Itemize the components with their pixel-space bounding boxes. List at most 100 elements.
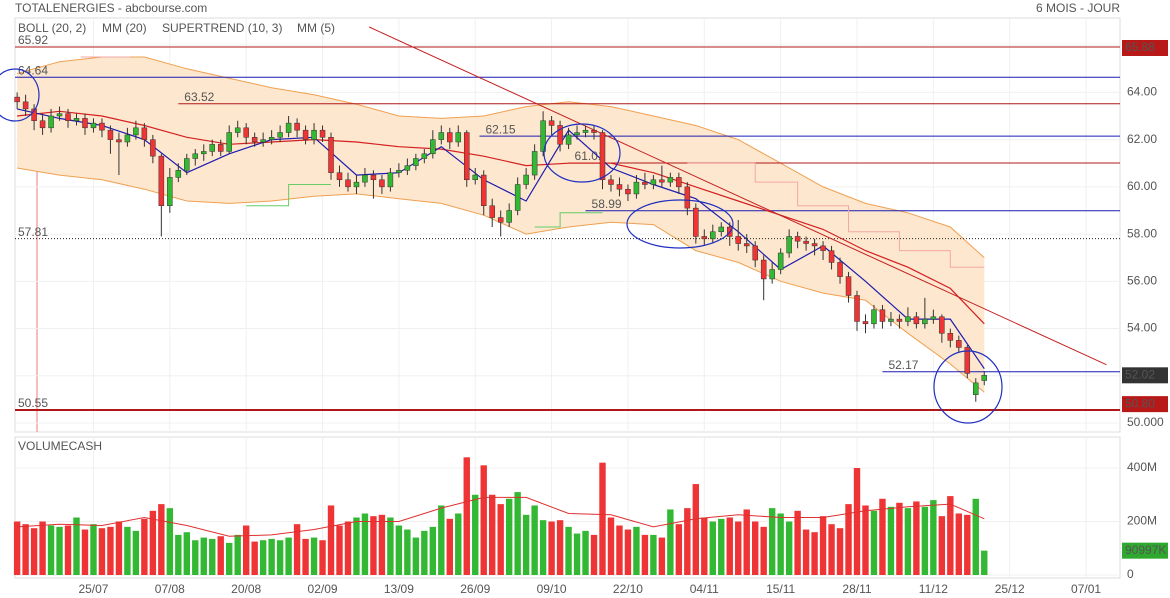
candle-body	[31, 108, 37, 121]
candle-body	[260, 139, 266, 143]
candle-body	[201, 151, 207, 155]
volume-bar	[556, 520, 564, 575]
volume-bar	[947, 496, 954, 575]
candle-body	[56, 113, 63, 117]
volume-bar	[336, 525, 343, 575]
volume-ma	[17, 496, 985, 537]
candle-body	[854, 295, 860, 322]
volume-bar	[624, 529, 632, 575]
x-tick-label: 09/10	[537, 582, 567, 596]
circle-annotation	[0, 68, 40, 122]
candle-body	[319, 129, 326, 138]
volume-bar	[505, 498, 513, 575]
x-tick-label: 28/11	[842, 582, 871, 596]
volume-bar	[514, 492, 521, 575]
bollinger-lower	[17, 167, 985, 393]
legend-entry: MM (5)	[297, 21, 335, 35]
volume-bar	[200, 537, 207, 575]
candle-body	[574, 132, 580, 136]
price-frame	[14, 17, 1121, 433]
volume-bar	[726, 517, 733, 575]
volume-bar	[480, 465, 487, 575]
volume-bar	[777, 513, 784, 575]
volume-bar	[141, 518, 148, 575]
volume-bar	[548, 521, 555, 575]
y-tick-label: 56.00	[1127, 273, 1157, 287]
candle-body	[964, 347, 971, 374]
candle-body	[540, 120, 546, 152]
candle-body	[234, 127, 241, 133]
volume-bar	[607, 517, 615, 575]
volume-bar	[285, 537, 292, 575]
candle-body	[396, 170, 402, 173]
level-label: 62.15	[485, 122, 515, 136]
volume-bar	[964, 514, 971, 575]
volume-bar	[743, 509, 750, 575]
candle-body	[141, 127, 148, 140]
volume-bar	[701, 517, 708, 575]
candle-body	[480, 174, 487, 207]
volume-bar	[192, 540, 199, 575]
volume-bar	[234, 534, 241, 575]
candle-body	[302, 129, 309, 140]
volume-bar	[667, 509, 674, 575]
volume-frame	[14, 436, 1121, 579]
candle-body	[99, 122, 105, 131]
volume-bar	[463, 457, 470, 575]
volume-bar	[149, 510, 157, 575]
price-box	[1122, 367, 1168, 384]
candle-body	[447, 132, 453, 143]
volume-bar	[819, 516, 827, 575]
volume-bar	[735, 521, 742, 575]
price-box-label: 50.80	[1125, 396, 1155, 410]
level-label: 64.64	[18, 63, 48, 77]
candle-body	[497, 217, 504, 223]
volume-bar	[293, 524, 301, 575]
candle-body	[192, 153, 199, 159]
volume-bar	[319, 540, 326, 575]
volume-bar	[73, 517, 80, 575]
volume-box-label: 90997K	[1125, 543, 1166, 557]
candle-body	[150, 139, 156, 157]
y-tick-label: 0	[1127, 567, 1134, 581]
candle-body	[48, 115, 54, 129]
candle-body	[158, 155, 165, 207]
x-tick-label: 20/08	[231, 582, 261, 596]
x-tick-label: 22/10	[613, 582, 643, 596]
candle-body	[268, 137, 275, 140]
candle-body	[506, 210, 512, 223]
volume-bar	[845, 504, 852, 575]
candle-body	[743, 243, 750, 247]
x-tick-label: 26/09	[460, 582, 490, 596]
candle-body	[421, 153, 428, 159]
candle-body	[73, 118, 80, 121]
price-box-label: 52.02	[1125, 367, 1155, 381]
candle-body	[718, 226, 725, 232]
level-label: 61.01	[575, 149, 605, 163]
volume-bar	[633, 526, 640, 575]
volume-bar	[913, 501, 920, 575]
candle-body	[794, 236, 801, 242]
candle-body	[226, 132, 232, 152]
volume-bar	[785, 521, 793, 575]
volume-bar	[709, 521, 716, 575]
volume-bar	[429, 526, 437, 575]
x-tick-label: 02/09	[308, 582, 338, 596]
candle-body	[413, 158, 419, 166]
candle-body	[973, 382, 979, 395]
volume-bar	[115, 521, 123, 575]
volume-bar	[259, 540, 267, 575]
volume-bar	[904, 508, 912, 575]
candle-body	[107, 129, 114, 140]
candle-body	[294, 122, 300, 131]
y-tick-label: 50.000	[1127, 415, 1164, 429]
volume-bar	[802, 529, 810, 575]
candle-body	[956, 340, 962, 348]
volume-bar	[251, 541, 258, 575]
volume-bar	[921, 506, 929, 575]
candle-body	[438, 132, 445, 140]
volume-bar	[327, 505, 335, 575]
volume-bar	[90, 524, 97, 575]
volume-bar	[972, 498, 979, 575]
